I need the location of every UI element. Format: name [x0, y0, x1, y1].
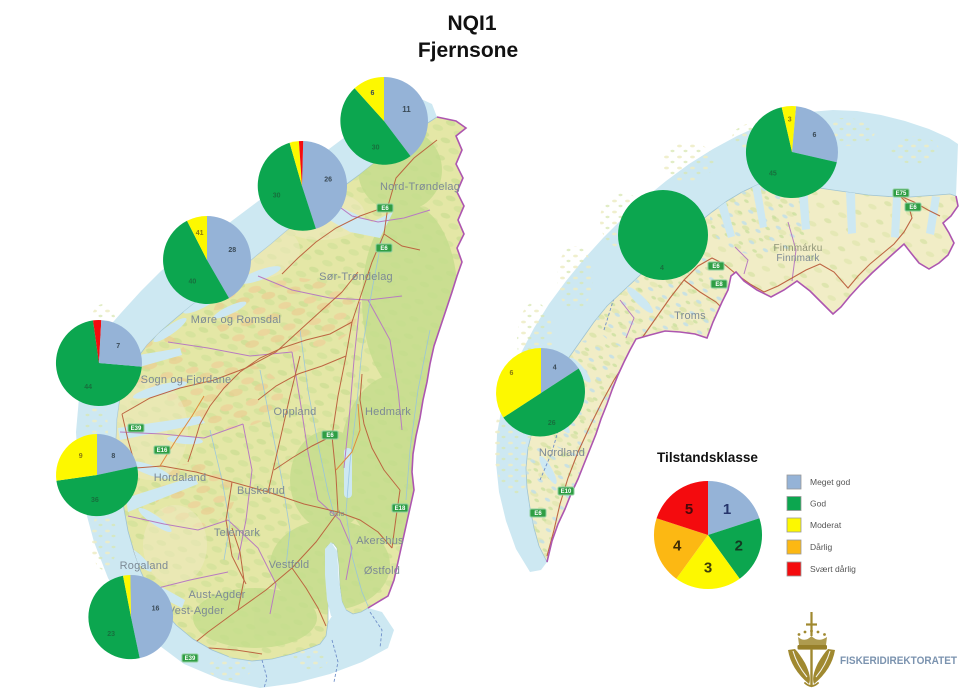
svg-text:23: 23 [107, 631, 115, 638]
svg-text:36: 36 [91, 497, 99, 504]
svg-text:Sogn og Fjordane: Sogn og Fjordane [141, 374, 232, 386]
svg-text:E6: E6 [712, 264, 720, 270]
svg-text:Moderat: Moderat [810, 520, 842, 530]
svg-text:6: 6 [510, 370, 514, 377]
svg-text:NQI1: NQI1 [447, 12, 496, 35]
svg-text:Tilstandsklasse: Tilstandsklasse [657, 450, 758, 465]
svg-text:5: 5 [685, 501, 693, 518]
svg-text:Oslo: Oslo [329, 511, 344, 518]
svg-text:E39: E39 [185, 656, 196, 662]
svg-text:E8: E8 [715, 282, 723, 288]
svg-text:16: 16 [152, 606, 160, 613]
svg-text:40: 40 [189, 278, 197, 285]
svg-text:3: 3 [788, 116, 792, 123]
svg-text:E10: E10 [561, 489, 572, 495]
svg-text:8: 8 [111, 453, 115, 460]
svg-text:E6: E6 [909, 205, 917, 211]
svg-text:Troms: Troms [674, 310, 706, 322]
svg-text:God: God [810, 499, 826, 509]
svg-text:26: 26 [324, 177, 332, 184]
svg-text:4: 4 [660, 265, 664, 272]
svg-text:1: 1 [723, 501, 731, 518]
svg-text:Finnmárku: Finnmárku [773, 243, 822, 254]
svg-text:Sør-Trøndelag: Sør-Trøndelag [319, 271, 393, 283]
svg-text:Oppland: Oppland [274, 406, 317, 418]
svg-text:E18: E18 [395, 506, 406, 512]
svg-text:6: 6 [813, 132, 817, 139]
svg-text:E39: E39 [131, 426, 142, 432]
svg-text:Vestfold: Vestfold [269, 559, 310, 571]
svg-text:Telemark: Telemark [214, 527, 261, 539]
svg-text:Meget god: Meget god [810, 477, 850, 487]
svg-text:Buskerud: Buskerud [237, 485, 285, 497]
svg-text:Rogaland: Rogaland [120, 560, 169, 572]
svg-text:11: 11 [402, 105, 411, 114]
svg-text:Fjernsone: Fjernsone [418, 39, 518, 62]
svg-text:FISKERIDIREKTORATET: FISKERIDIREKTORATET [840, 655, 957, 667]
svg-text:Hordaland: Hordaland [154, 472, 207, 484]
svg-text:Hedmark: Hedmark [365, 406, 411, 418]
svg-text:7: 7 [116, 343, 120, 350]
svg-text:30: 30 [372, 144, 380, 151]
svg-text:4: 4 [553, 365, 557, 372]
svg-text:30: 30 [273, 193, 281, 200]
svg-text:E75: E75 [896, 191, 907, 197]
svg-text:E6: E6 [380, 246, 388, 252]
svg-text:Dårlig: Dårlig [810, 542, 832, 552]
svg-text:Møre og Romsdal: Møre og Romsdal [191, 314, 281, 326]
svg-text:E6: E6 [381, 206, 389, 212]
svg-text:E16: E16 [157, 448, 168, 454]
svg-text:Aust-Agder: Aust-Agder [188, 589, 245, 601]
svg-text:4: 4 [673, 537, 682, 554]
svg-text:Finnmark: Finnmark [776, 253, 820, 264]
svg-text:Svært dårlig: Svært dårlig [810, 564, 856, 574]
svg-text:Østfold: Østfold [364, 565, 400, 577]
svg-text:2: 2 [735, 537, 743, 554]
svg-text:9: 9 [79, 453, 83, 460]
svg-text:Vest-Agder: Vest-Agder [168, 605, 225, 617]
svg-text:Akershus: Akershus [356, 535, 404, 547]
svg-text:E6: E6 [326, 433, 334, 439]
svg-text:Nordland: Nordland [539, 447, 585, 459]
svg-text:28: 28 [228, 247, 236, 254]
svg-text:45: 45 [769, 171, 777, 178]
svg-text:26: 26 [548, 420, 556, 427]
svg-text:Nord-Trøndelag: Nord-Trøndelag [380, 181, 460, 193]
svg-text:6: 6 [371, 90, 375, 97]
svg-text:3: 3 [704, 560, 712, 577]
svg-text:44: 44 [84, 384, 92, 391]
svg-text:41: 41 [196, 230, 204, 237]
svg-text:E6: E6 [534, 511, 542, 517]
